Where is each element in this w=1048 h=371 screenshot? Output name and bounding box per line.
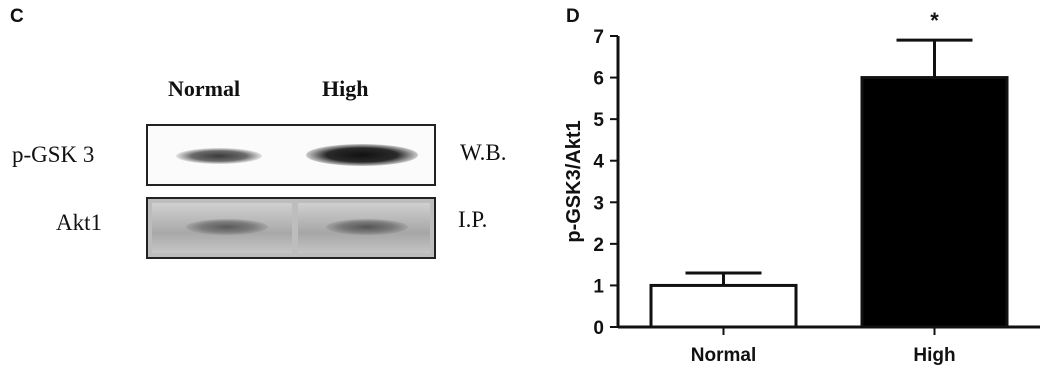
- band-p-gsk3-normal: [176, 148, 262, 164]
- y-tick-label: 5: [593, 110, 604, 131]
- band-akt1-normal: [186, 219, 268, 235]
- y-tick-label: 1: [593, 276, 604, 297]
- band-akt1-high: [326, 219, 408, 235]
- lane-label-normal: Normal: [168, 76, 241, 101]
- x-tick-label: Normal: [691, 345, 756, 366]
- y-axis-label: p-GSK3/Akt1: [563, 120, 585, 242]
- bar-normal: [649, 283, 798, 329]
- method-label-wb: W.B.: [460, 140, 507, 165]
- panel-c-letter: C: [10, 6, 24, 27]
- row-label-akt1: Akt1: [56, 210, 102, 235]
- panel-d-letter: D: [566, 6, 580, 27]
- y-tick-label: 0: [593, 318, 604, 339]
- y-tick-label: 3: [593, 193, 604, 214]
- y-tick-label: 2: [593, 235, 604, 256]
- x-tick-label: High: [913, 345, 955, 366]
- y-tick-label: 6: [593, 69, 604, 90]
- band-p-gsk3-high: [306, 144, 418, 166]
- significance-marker: *: [930, 8, 939, 33]
- y-tick-label: 4: [593, 152, 604, 173]
- y-tick-label: 7: [593, 27, 604, 48]
- blot-akt1: [146, 197, 436, 259]
- bar-high: [860, 76, 1009, 329]
- method-label-ip: I.P.: [458, 207, 488, 232]
- blot-p-gsk3: [146, 124, 436, 186]
- lane-label-high: High: [322, 76, 369, 101]
- row-label-p-gsk3: p-GSK 3: [12, 142, 95, 167]
